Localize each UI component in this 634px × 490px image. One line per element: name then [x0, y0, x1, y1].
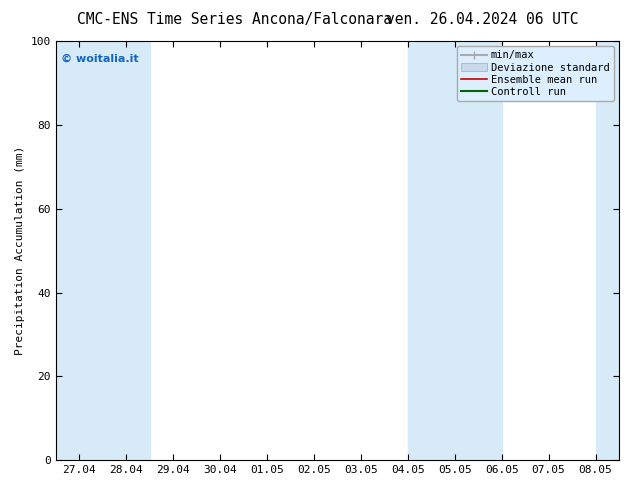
Text: CMC-ENS Time Series Ancona/Falconara: CMC-ENS Time Series Ancona/Falconara	[77, 12, 392, 27]
Legend: min/max, Deviazione standard, Ensemble mean run, Controll run: min/max, Deviazione standard, Ensemble m…	[456, 46, 614, 101]
Text: © woitalia.it: © woitalia.it	[61, 53, 139, 64]
Bar	[56, 41, 150, 460]
Y-axis label: Precipitation Accumulation (mm): Precipitation Accumulation (mm)	[15, 146, 25, 355]
Text: ven. 26.04.2024 06 UTC: ven. 26.04.2024 06 UTC	[385, 12, 578, 27]
Bar	[595, 41, 619, 460]
Bar	[408, 41, 501, 460]
